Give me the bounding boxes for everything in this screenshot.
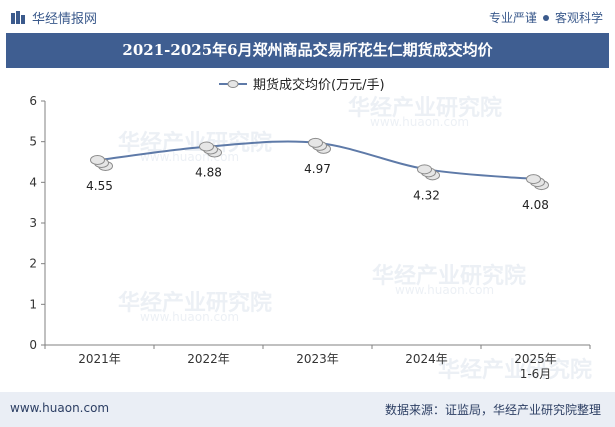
slogan-dot-icon — [542, 14, 549, 21]
legend-coin-icon — [227, 80, 239, 88]
data-point-coin-icon — [417, 164, 440, 181]
footer: www.huaon.com 数据来源：证监局，华经产业研究院整理 — [0, 392, 615, 427]
watermark: 华经产业研究院 — [438, 358, 593, 383]
data-point-coin-icon — [90, 154, 113, 171]
data-label: 4.55 — [86, 179, 113, 193]
data-label: 4.88 — [195, 166, 222, 180]
title-bar: 2021-2025年6月郑州商品交易所花生仁期货成交均价 — [6, 33, 609, 68]
brand-logo-icon — [11, 10, 25, 24]
watermark-url: www.huaon.com — [140, 310, 240, 324]
x-tick-label: 2021年 — [78, 352, 121, 366]
data-point-coin-icon — [526, 174, 549, 191]
watermark: 华经产业研究院 — [348, 96, 503, 121]
data-point-coin-icon — [199, 141, 222, 158]
data-label: 4.32 — [413, 188, 440, 202]
top-bar: 华经情报网 专业严谨 客观科学 — [0, 0, 615, 33]
watermark: 华经产业研究院 — [372, 264, 527, 289]
x-tick-label: 2025年 — [514, 352, 557, 366]
footer-source: 数据来源：证监局，华经产业研究院整理 — [384, 403, 601, 417]
y-tick-label: 3 — [29, 216, 37, 230]
footer-site-link[interactable]: www.huaon.com — [10, 401, 110, 415]
data-label: 4.97 — [304, 162, 331, 176]
y-tick-label: 5 — [29, 135, 37, 149]
x-tick-label: 2022年 — [187, 352, 230, 366]
data-point-coin-icon — [308, 137, 331, 154]
watermark-url: www.huaon.com — [370, 115, 470, 129]
y-tick-label: 4 — [29, 175, 37, 189]
watermark-url: www.huaon.com — [395, 283, 495, 297]
y-tick-label: 2 — [29, 257, 37, 271]
data-label: 4.08 — [522, 198, 549, 212]
x-tick-label: 2024年 — [405, 352, 448, 366]
slogan-left: 专业严谨 — [488, 11, 537, 25]
y-tick-label: 0 — [29, 338, 37, 352]
slogan: 专业严谨 客观科学 — [489, 9, 603, 26]
x-tick-label: 1-6月 — [520, 367, 552, 381]
slogan-right: 客观科学 — [554, 11, 603, 25]
watermark: 华经产业研究院 — [118, 291, 273, 316]
y-tick-label: 1 — [29, 297, 37, 311]
x-tick-label: 2023年 — [296, 352, 339, 366]
legend-label: 期货成交均价(万元/手) — [253, 77, 385, 93]
brand[interactable]: 华经情报网 — [10, 8, 97, 27]
y-tick-label: 6 — [29, 94, 37, 108]
brand-name: 华经情报网 — [32, 12, 98, 27]
chart-title: 2021-2025年6月郑州商品交易所花生仁期货成交均价 — [122, 41, 493, 59]
